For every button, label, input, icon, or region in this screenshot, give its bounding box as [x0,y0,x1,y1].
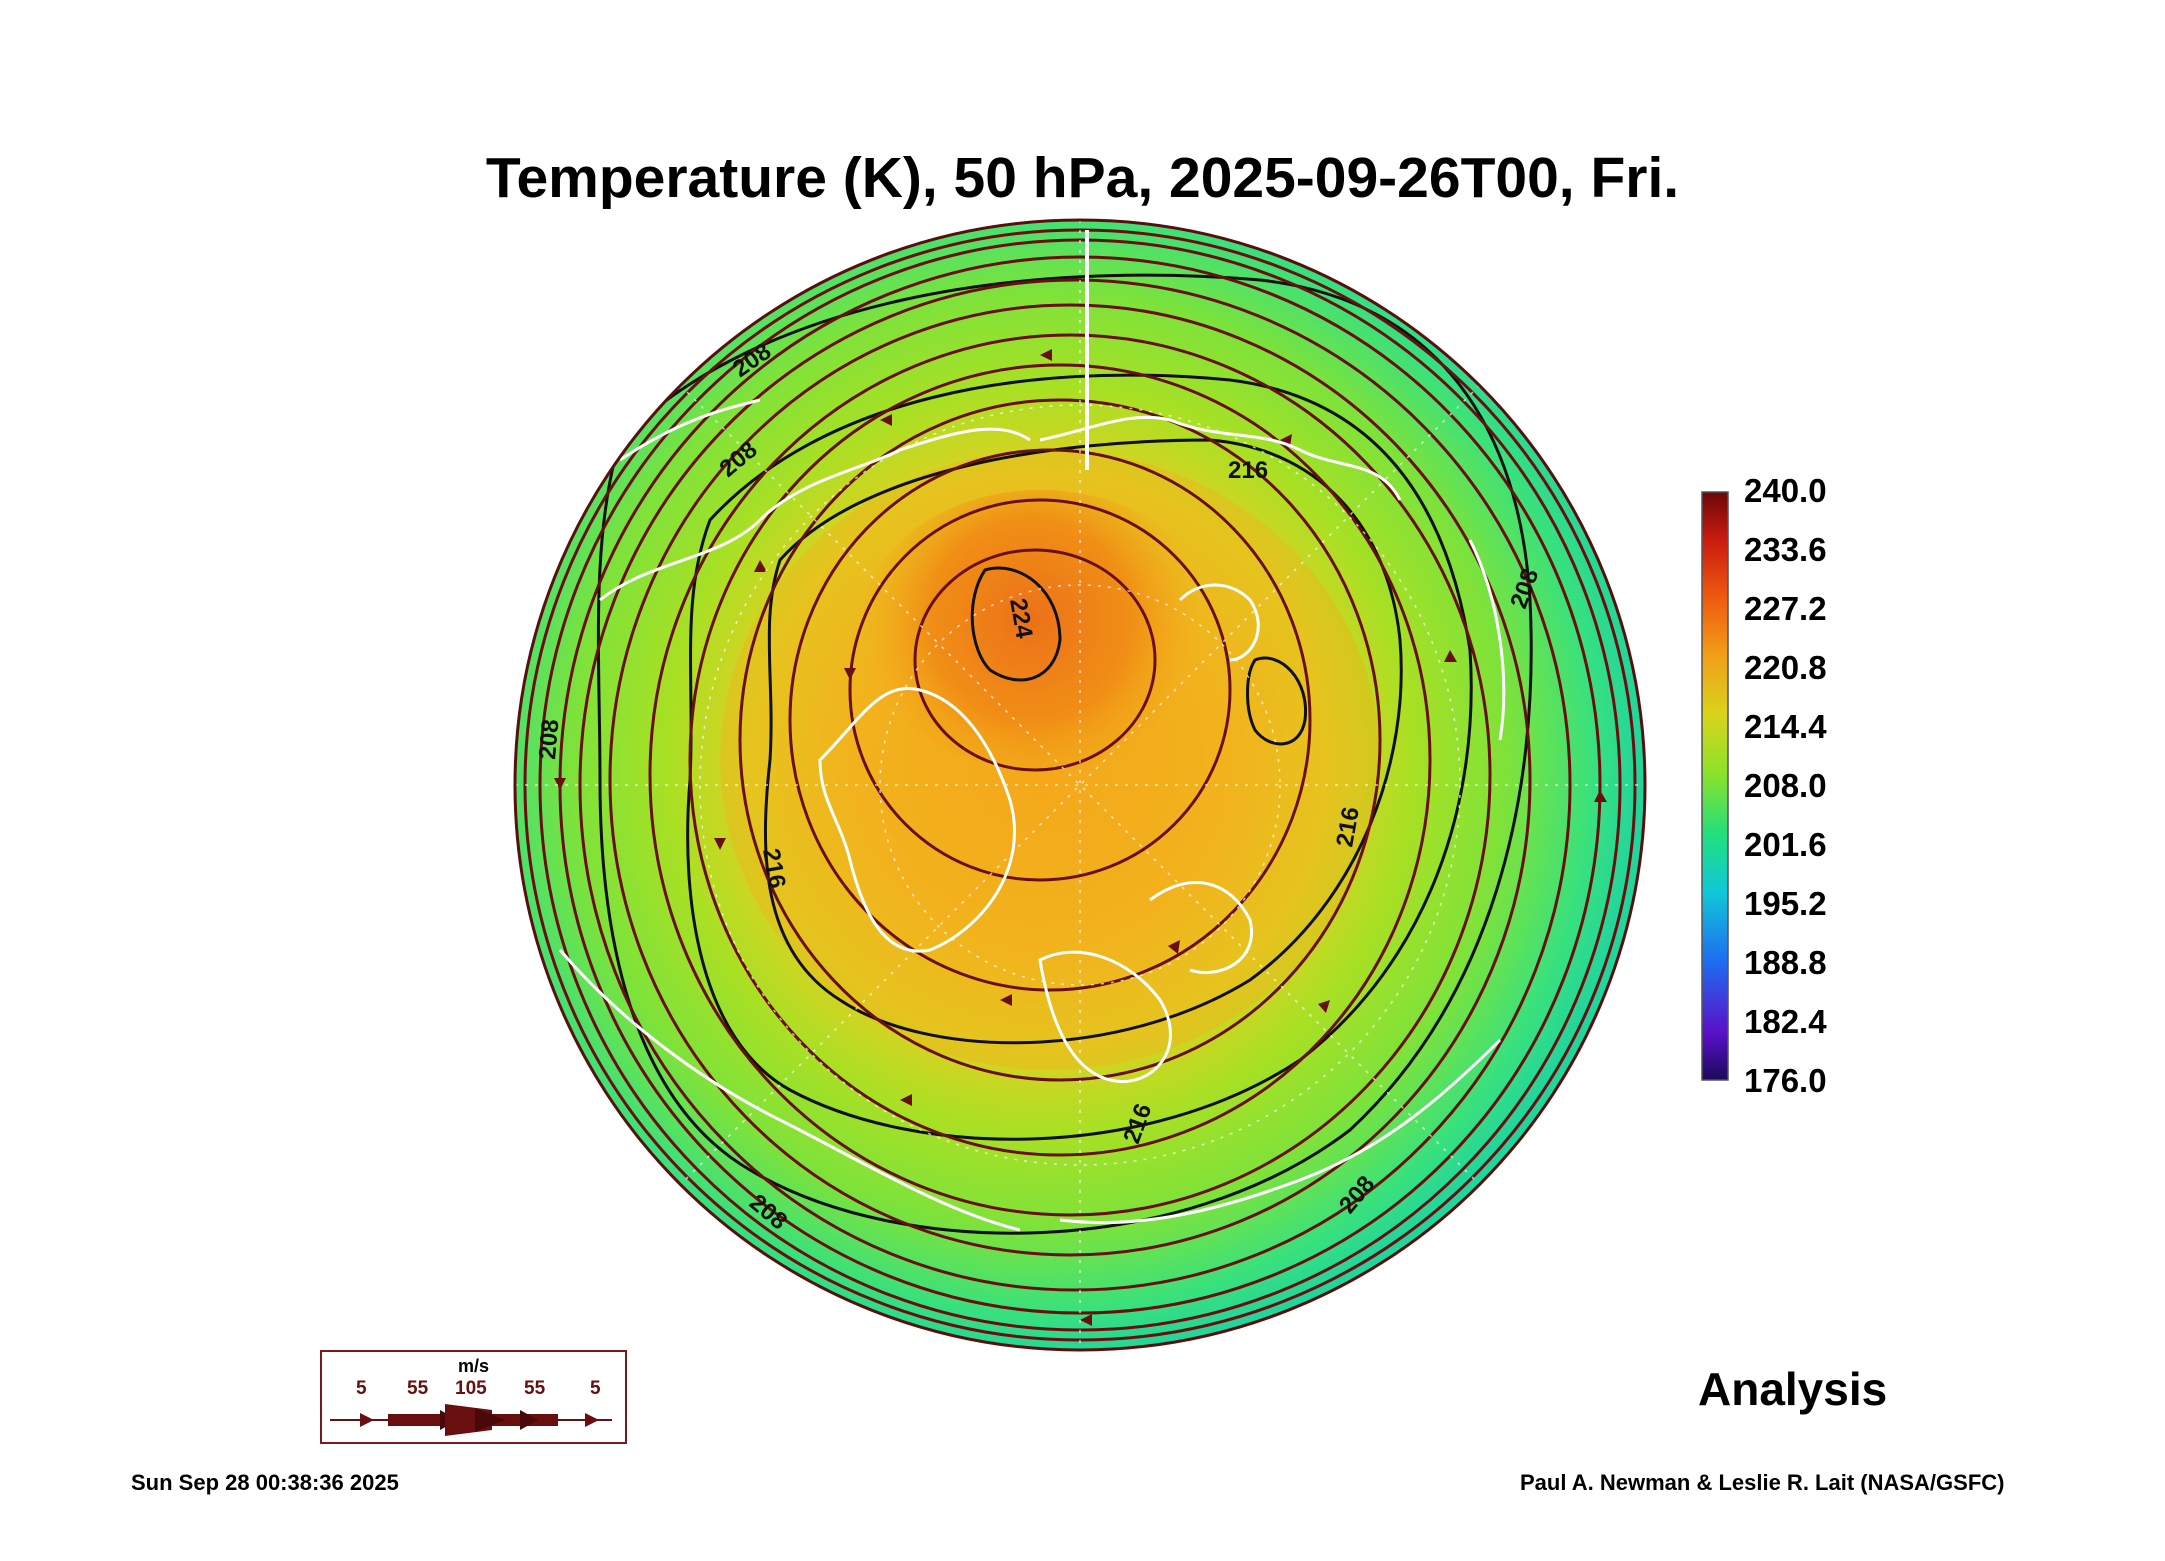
timestamp: Sun Sep 28 00:38:36 2025 [131,1470,399,1495]
colorbar-label: 188.8 [1744,944,1827,981]
wind-legend-value: 5 [356,1378,367,1399]
coastlines [558,398,1506,1232]
colorbar-label: 201.6 [1744,826,1827,863]
wind-speed-legend-glyph [330,1404,612,1436]
colorbar [1701,491,1729,1081]
temperature-field [515,220,1645,1350]
globe-outline [513,218,1647,1352]
contour-label: 208 [534,718,564,760]
colorbar-label: 208.0 [1744,767,1827,804]
colorbar-label: 176.0 [1744,1062,1827,1099]
colorbar-label: 195.2 [1744,885,1827,922]
wind-legend-value: 105 [455,1378,487,1399]
credit: Paul A. Newman & Leslie R. Lait (NASA/GS… [1520,1470,2005,1495]
colorbar-label: 220.8 [1744,649,1827,686]
temperature-contours [596,273,1533,1235]
map-title: Temperature (K), 50 hPa, 2025-09-26T00, … [485,146,1680,210]
colorbar-label: 182.4 [1744,1003,1827,1040]
colorbar-label: 214.4 [1744,708,1827,745]
streamline-arrows [554,349,1607,1326]
wind-legend-unit: m/s [458,1356,490,1376]
colorbar-label: 240.0 [1744,472,1827,509]
analysis-label: Analysis [1698,1363,1888,1415]
wind-legend-value: 5 [590,1378,601,1399]
wind-legend-value: 55 [524,1378,546,1399]
colorbar-label: 227.2 [1744,590,1827,627]
wind-speed-legend: m/s 5 55 105 55 5 [320,1350,627,1444]
lat-lon-grid [515,220,1645,1350]
colorbar-label: 233.6 [1744,531,1827,568]
contour-label: 216 [1228,457,1268,484]
wind-legend-value: 55 [407,1378,429,1399]
